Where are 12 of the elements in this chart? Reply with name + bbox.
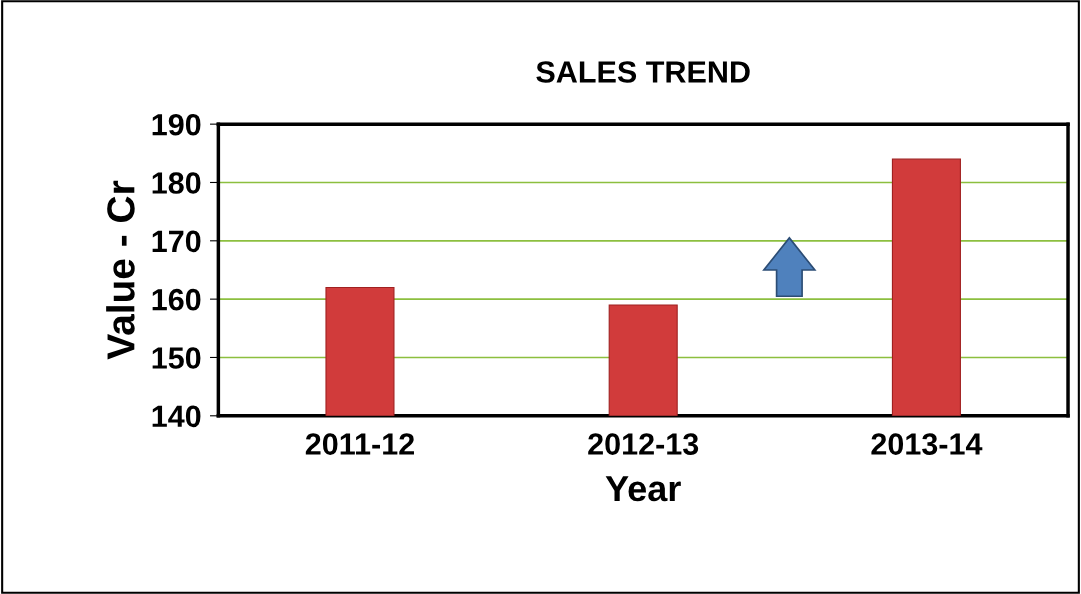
y-tick-label: 160	[152, 288, 201, 311]
x-axis-title: Year	[605, 476, 681, 502]
y-axis-title: Value - Cr	[106, 180, 135, 360]
y-tick-label: 180	[152, 172, 201, 194]
x-tick-label: 2013-14	[871, 433, 983, 455]
y-tick-label: 140	[152, 405, 201, 428]
y-tick-label: 170	[152, 230, 201, 253]
y-tick-label: 150	[152, 347, 201, 369]
x-tick-label: 2012-13	[588, 433, 699, 455]
y-tick-label: 190	[152, 113, 201, 136]
chart-title: SALES TREND	[536, 61, 750, 83]
x-tick-label: 2011-12	[305, 433, 414, 455]
